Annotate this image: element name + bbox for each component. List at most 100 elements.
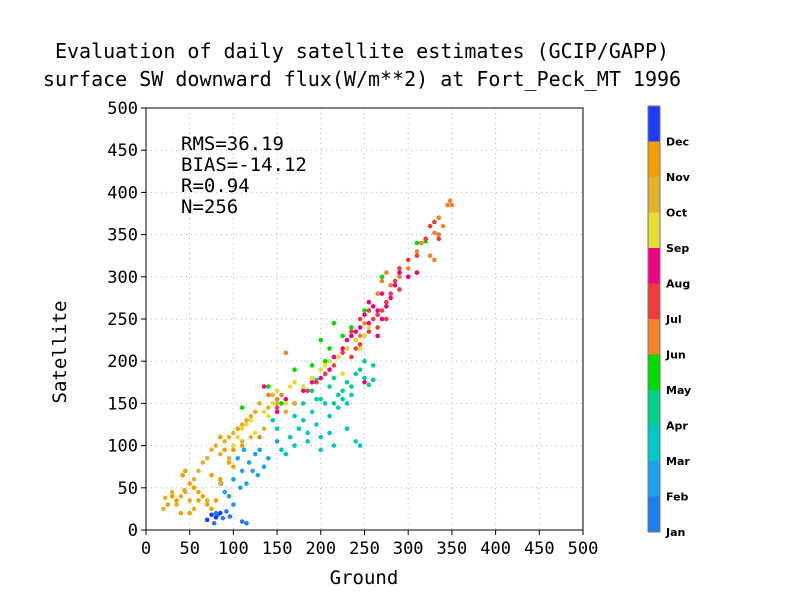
data-point-oct xyxy=(161,506,166,512)
data-point-nov xyxy=(217,434,223,440)
data-point-apr xyxy=(331,401,337,406)
x-tick-label: 500 xyxy=(568,539,599,559)
data-point-may xyxy=(362,308,367,313)
data-point-aug xyxy=(388,295,394,301)
data-point-may xyxy=(349,325,354,330)
data-point-jun xyxy=(427,253,433,258)
data-point-jul xyxy=(414,253,420,258)
data-point-may xyxy=(318,337,324,343)
data-point-may xyxy=(309,363,315,368)
data-point-feb xyxy=(261,464,267,470)
data-point-jan xyxy=(239,519,245,524)
data-point-aug xyxy=(331,354,337,360)
data-point-aug xyxy=(261,384,267,389)
data-point-jun xyxy=(274,396,280,402)
data-point-oct xyxy=(274,401,280,406)
data-point-apr xyxy=(353,371,359,377)
data-point-dec xyxy=(209,512,214,518)
data-point-mar xyxy=(327,413,332,419)
data-point-feb xyxy=(222,489,227,495)
data-point-jul xyxy=(274,405,280,410)
data-point-nov xyxy=(209,506,214,512)
y-tick-label: 250 xyxy=(107,310,138,330)
data-point-jun xyxy=(440,223,446,229)
data-point-feb xyxy=(244,481,249,486)
data-point-jul xyxy=(305,388,310,394)
color-key-swatch-oct xyxy=(648,177,660,213)
data-point-nov xyxy=(191,485,197,491)
color-key-label-jun: Jun xyxy=(665,349,686,362)
data-point-dec xyxy=(213,515,219,520)
data-point-aug xyxy=(384,304,389,309)
data-point-aug xyxy=(366,299,372,305)
data-point-sep xyxy=(357,346,363,351)
data-point-jul xyxy=(423,236,428,242)
data-point-apr xyxy=(318,396,324,402)
data-point-nov xyxy=(165,502,171,507)
data-point-nov xyxy=(235,426,241,432)
data-point-nov xyxy=(209,472,214,478)
color-key-swatch-sep xyxy=(648,212,660,248)
data-point-jun xyxy=(447,198,453,204)
data-point-nov xyxy=(196,489,201,495)
data-point-oct xyxy=(261,426,267,432)
data-point-jul xyxy=(366,329,372,334)
data-point-mar xyxy=(335,405,341,410)
data-point-jun xyxy=(362,320,367,326)
x-tick-label: 400 xyxy=(480,539,511,559)
data-point-oct xyxy=(169,489,175,495)
data-point-jul xyxy=(388,291,394,296)
data-point-nov xyxy=(213,498,219,503)
data-point-apr xyxy=(331,375,337,381)
color-key-swatch-jan xyxy=(648,496,660,532)
data-point-oct xyxy=(187,498,192,503)
scatter-points xyxy=(161,198,455,526)
stat-n: N=256 xyxy=(181,196,238,218)
data-point-jul xyxy=(370,316,376,322)
data-point-mar xyxy=(318,447,324,453)
x-tick-label: 350 xyxy=(437,539,468,559)
data-point-oct xyxy=(248,434,254,440)
data-point-mar xyxy=(301,417,306,423)
data-point-sep xyxy=(322,363,328,368)
color-key-swatch-dec xyxy=(648,106,660,142)
data-point-jul xyxy=(366,308,372,313)
data-point-sep xyxy=(362,333,367,339)
data-point-mar xyxy=(274,426,280,432)
y-tick-label: 500 xyxy=(107,99,138,119)
data-point-jun xyxy=(432,230,437,236)
data-point-jun xyxy=(384,270,389,275)
data-point-aug xyxy=(301,388,306,394)
data-point-jul xyxy=(340,350,345,356)
data-point-jun xyxy=(397,274,402,280)
data-point-oct xyxy=(204,455,210,461)
data-point-jun xyxy=(436,215,442,221)
data-point-jun xyxy=(266,392,271,398)
data-point-nov xyxy=(226,460,232,465)
axis-ticks xyxy=(141,107,584,535)
data-point-oct xyxy=(209,447,214,453)
stats-box: RMS=36.19 BIAS=-14.12 R=0.94 N=256 xyxy=(181,133,307,218)
data-point-mar xyxy=(344,401,350,406)
month-color-key: Jan Feb Mar Apr May Jun Jul Aug Sep Oct Nov Dec xyxy=(647,105,691,539)
data-point-sep xyxy=(235,434,241,440)
data-point-mar xyxy=(279,447,284,453)
data-point-jul xyxy=(322,371,328,377)
data-point-oct xyxy=(217,451,223,457)
color-key-frame xyxy=(647,105,661,533)
data-point-feb xyxy=(231,502,236,507)
data-point-oct xyxy=(292,401,297,406)
x-tick-label: 150 xyxy=(262,539,293,559)
color-key-swatch-may xyxy=(648,354,660,390)
data-point-jul xyxy=(432,219,437,225)
data-point-mar xyxy=(322,401,328,406)
data-point-jul xyxy=(384,299,389,305)
data-point-sep xyxy=(353,337,359,343)
y-tick-label: 100 xyxy=(107,437,138,457)
data-point-mar xyxy=(353,439,359,444)
data-point-oct xyxy=(178,493,184,499)
color-key-label-oct: Oct xyxy=(666,207,687,220)
data-point-nov xyxy=(169,493,175,499)
y-tick-label: 450 xyxy=(107,141,138,161)
